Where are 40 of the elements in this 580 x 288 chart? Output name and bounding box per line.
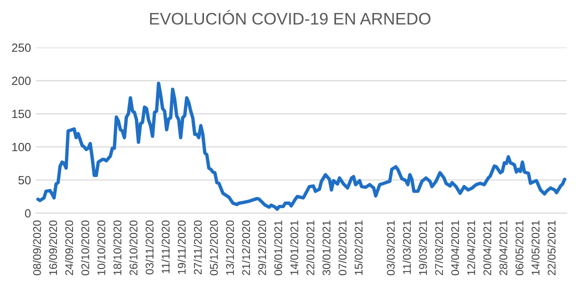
x-tick-label: 19/03/2021: [418, 220, 427, 275]
x-tick-label: 03/11/2020: [145, 220, 154, 274]
x-tick-label: 28/04/2021: [499, 220, 508, 276]
x-tick-label: 27/11/2020: [194, 220, 202, 274]
y-tick-label: 250: [12, 44, 31, 52]
chart-title: EVOLUCIÓN COVID-19 EN ARNEDO: [150, 10, 430, 25]
x-tick-label: 14/05/2021: [531, 220, 540, 275]
x-tick-label: 24/09/2020: [64, 220, 74, 276]
x-tick-label: 22/01/2021: [306, 220, 314, 276]
x-tick-label: 18/10/2020: [113, 220, 122, 275]
x-tick-label: 05/12/2020: [210, 220, 218, 276]
x-tick-label: 06/05/2021: [515, 220, 524, 276]
x-tick-label: 02/10/2020: [81, 220, 90, 276]
x-tick-label: 19/11/2020: [178, 220, 186, 274]
x-tick-label: 06/01/2021: [274, 220, 282, 276]
x-tick-label: 16/09/2020: [48, 220, 58, 275]
x-tick-label: 27/03/2021: [434, 220, 443, 276]
y-tick-label: 200: [12, 76, 31, 86]
y-tick-label: 50: [18, 176, 31, 184]
y-tick-label: 100: [12, 142, 31, 152]
x-tick-label: 15/02/2021: [354, 220, 363, 275]
x-tick-label: 10/10/2020: [97, 220, 106, 275]
x-tick-label: 11/03/2021: [402, 220, 411, 274]
x-tick-label: 30/01/2021: [322, 220, 330, 276]
x-tick-label: 29/12/2020: [258, 220, 266, 276]
x-tick-label: 11/11/2020: [161, 220, 170, 274]
x-tick-label: 21/12/2020: [242, 220, 250, 276]
x-tick-label: 04/04/2021: [450, 220, 460, 276]
x-tick-label: 12/04/2021: [467, 220, 476, 275]
y-tick-label: 150: [12, 110, 31, 118]
x-tick-label: 26/10/2020: [129, 220, 138, 276]
y-tick-label: 0: [24, 209, 31, 218]
x-tick-label: 14/01/2021: [290, 220, 298, 275]
line-series: [36, 82, 566, 211]
x-tick-label: 08/09/2020: [32, 220, 41, 276]
x-tick-label: 03/03/2021: [386, 220, 395, 276]
x-tick-label: 07/02/2021: [338, 220, 347, 276]
x-tick-label: 22/05/2021: [547, 220, 556, 276]
x-tick-label: 13/12/2020: [226, 220, 234, 275]
x-tick-label: 20/04/2021: [483, 220, 492, 276]
